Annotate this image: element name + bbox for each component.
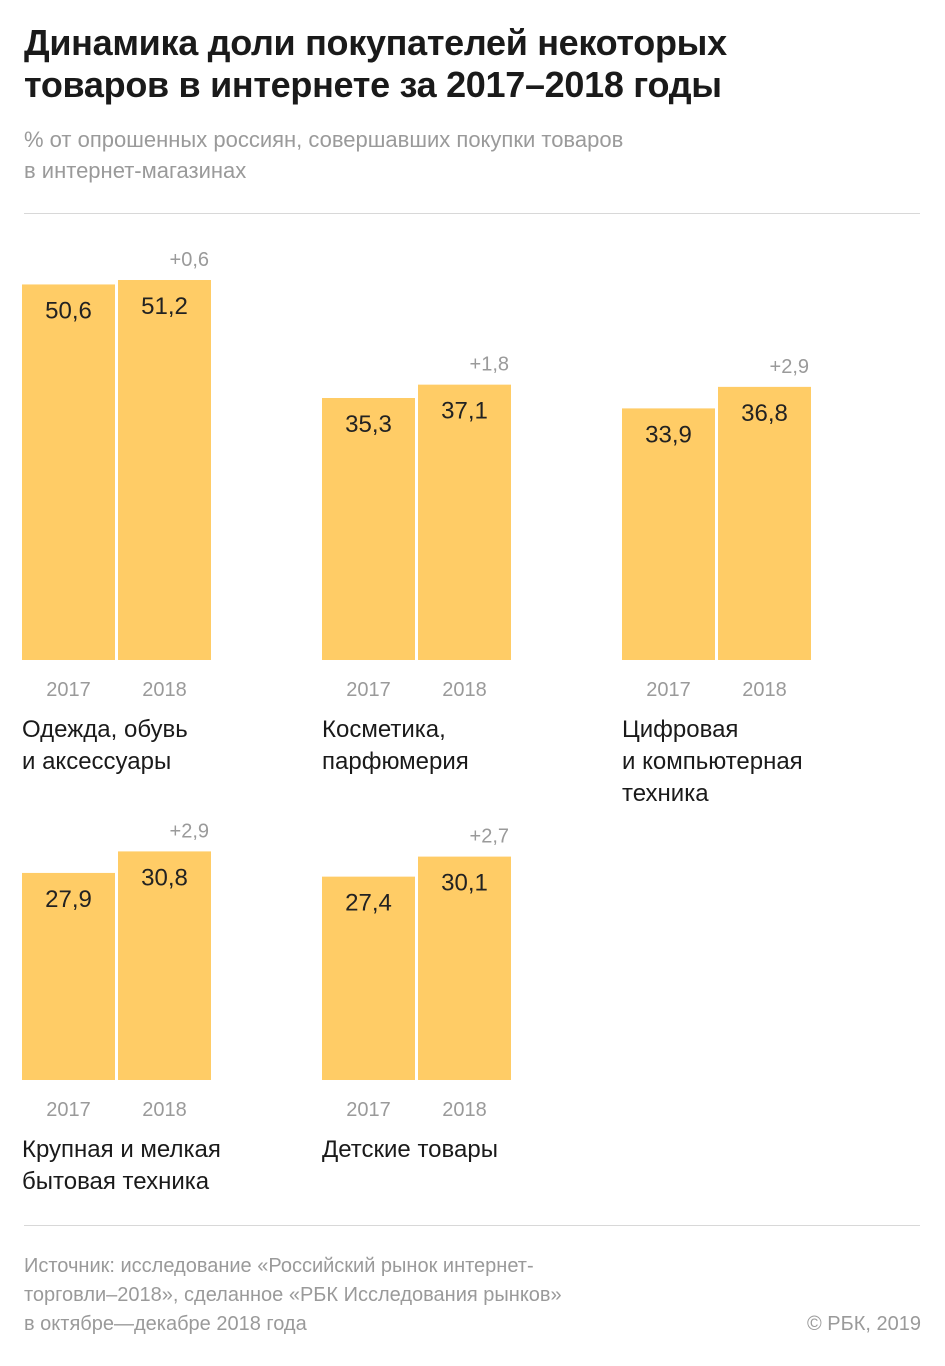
chart-subtitle-line: % от опрошенных россиян, совершавших пок…	[24, 127, 624, 152]
category-label-electronics: Цифровая и компьютерная техника	[622, 714, 912, 810]
data-label-cosmetics-2018: 37,1	[441, 398, 488, 425]
data-label-clothing-2018: 51,2	[141, 293, 188, 320]
delta-label-cosmetics: +1,8	[470, 354, 509, 376]
source-line: Источник: исследование «Российский рынок…	[24, 1255, 534, 1277]
chart-title-line: товаров в интернете за 2017–2018 годы	[24, 64, 722, 105]
tick-label-kids-2018: 2018	[442, 1099, 487, 1121]
tick-label-cosmetics-2018: 2018	[442, 679, 487, 701]
category-label-line: техника	[622, 780, 709, 807]
category-label-appliances: Крупная и мелкая бытовая техника	[22, 1134, 312, 1198]
chart-subtitle: % от опрошенных россиян, совершавших пок…	[24, 124, 904, 186]
source-line: торговли–2018», сделанное «РБК Исследова…	[24, 1284, 562, 1306]
category-label-cosmetics: Косметика, парфюмерия	[322, 714, 612, 778]
delta-label-clothing: +0,6	[170, 249, 209, 271]
data-label-appliances-2018: 30,8	[141, 864, 188, 891]
delta-label-electronics: +2,9	[770, 356, 809, 378]
chart-svg-appliances: 27,9 2017 30,8 2018 +2,9	[22, 820, 211, 1121]
data-label-appliances-2017: 27,9	[45, 886, 92, 913]
source-line: в октябре—декабре 2018 года	[24, 1313, 307, 1335]
tick-label-electronics-2017: 2017	[646, 679, 691, 701]
chart-title-line: Динамика доли покупателей некоторых	[24, 22, 727, 63]
source-note: Источник: исследование «Российский рынок…	[24, 1252, 704, 1339]
tick-label-cosmetics-2017: 2017	[346, 679, 391, 701]
category-label-line: Одежда, обувь	[22, 716, 188, 743]
bar-appliances-2017	[22, 872, 115, 1080]
category-label-clothing: Одежда, обувь и аксессуары	[22, 714, 312, 778]
tick-label-appliances-2018: 2018	[142, 1099, 187, 1121]
category-label-line: Цифровая	[622, 716, 739, 743]
bottom-divider	[24, 1225, 920, 1226]
bar-cosmetics-2017	[322, 398, 415, 660]
tick-label-clothing-2017: 2017	[46, 679, 91, 701]
chart-svg-kids: 27,4 2017 30,1 2018 +2,7	[322, 826, 511, 1121]
chart-panel-kids: 27,4 2017 30,1 2018 +2,7 Детские товары	[322, 670, 602, 1230]
chart-panel-appliances: 27,9 2017 30,8 2018 +2,9 Крупная и мелкая бы…	[22, 670, 302, 1230]
chart-title: Динамика доли покупателей некоторых това…	[24, 22, 904, 106]
data-label-kids-2018: 30,1	[441, 870, 488, 897]
chart-subtitle-line: в интернет-магазинах	[24, 158, 247, 183]
bar-kids-2017	[322, 876, 415, 1080]
category-label-line: и аксессуары	[22, 748, 172, 775]
chart-panel-electronics: 33,9 2017 36,8 2018 +2,9 Цифровая и компьюте…	[622, 250, 902, 810]
chart-svg-cosmetics: 35,3 2017 37,1 2018 +1,8	[322, 354, 511, 701]
bar-kids-2018	[418, 856, 511, 1080]
top-divider	[24, 213, 920, 214]
bar-clothing-2018	[118, 280, 211, 660]
tick-label-electronics-2018: 2018	[742, 679, 787, 701]
chart-svg-clothing: 50,6 2017 51,2 2018 +0,6	[22, 249, 211, 701]
bar-appliances-2018	[118, 851, 211, 1080]
category-label-kids: Детские товары	[322, 1134, 612, 1166]
chart-panel-cosmetics: 35,3 2017 37,1 2018 +1,8 Косметика, парфюмер…	[322, 250, 602, 810]
chart-panel-clothing: 50,6 2017 51,2 2018 +0,6 Одежда, обувь и акс…	[22, 249, 302, 810]
category-label-line: Крупная и мелкая	[22, 1136, 221, 1163]
data-label-clothing-2017: 50,6	[45, 297, 92, 324]
category-label-line: и компьютерная	[622, 748, 803, 775]
bar-electronics-2017	[622, 408, 715, 660]
tick-label-kids-2017: 2017	[346, 1099, 391, 1121]
category-label-line: парфюмерия	[322, 748, 469, 775]
delta-label-kids: +2,7	[470, 826, 509, 848]
category-label-line: Детские товары	[322, 1136, 498, 1163]
data-label-electronics-2018: 36,8	[741, 400, 788, 427]
category-label-line: бытовая техника	[22, 1168, 210, 1195]
category-label-line: Косметика,	[322, 716, 446, 743]
bar-electronics-2018	[718, 386, 811, 660]
data-label-electronics-2017: 33,9	[645, 421, 692, 448]
data-label-kids-2017: 27,4	[345, 890, 392, 917]
copyright: © РБК, 2019	[806, 1313, 921, 1335]
tick-label-appliances-2017: 2017	[46, 1099, 91, 1121]
chart-svg-electronics: 33,9 2017 36,8 2018 +2,9	[622, 356, 811, 701]
delta-label-appliances: +2,9	[170, 820, 209, 842]
bar-cosmetics-2018	[418, 384, 511, 660]
tick-label-clothing-2018: 2018	[142, 679, 187, 701]
data-label-cosmetics-2017: 35,3	[345, 411, 392, 438]
bar-clothing-2017	[22, 284, 115, 660]
